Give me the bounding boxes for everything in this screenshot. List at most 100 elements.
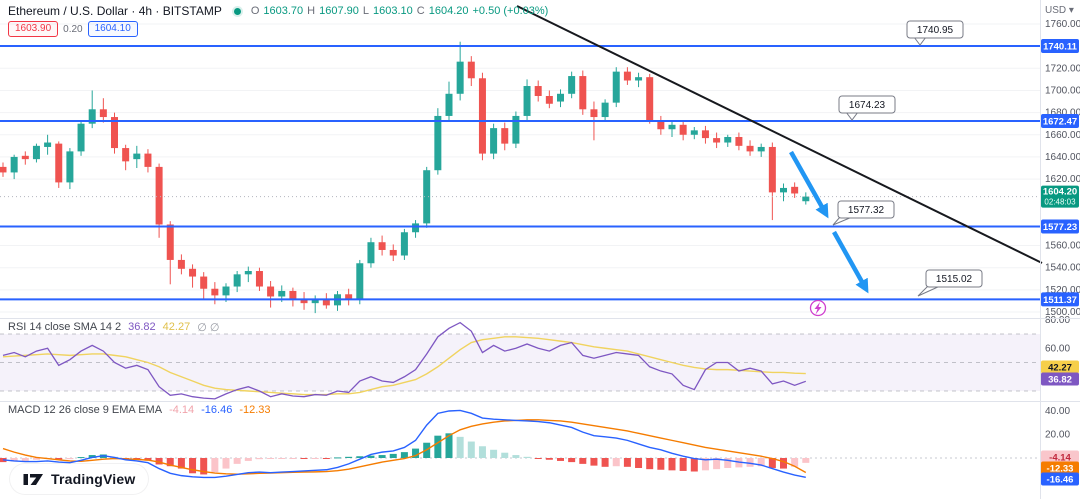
down-arrow-drawing[interactable] — [789, 150, 829, 219]
price-axis-label: 1720.00 — [1045, 63, 1080, 74]
candle — [724, 136, 732, 143]
macd-histogram-bar — [757, 458, 765, 467]
macd-histogram-bar — [300, 458, 308, 459]
macd-axis-label: 40.00 — [1045, 406, 1070, 417]
candle — [66, 151, 74, 183]
candle — [311, 298, 319, 304]
macd-histogram-bar — [200, 458, 208, 475]
close-label: C — [416, 5, 425, 17]
symbol-title[interactable]: Ethereum / U.S. Dollar · 4h · BITSTAMP — [8, 4, 222, 18]
rsi-sma-line — [2, 336, 806, 396]
tradingview-logo-text: TradingView — [51, 471, 136, 487]
macd-histogram-bar — [389, 453, 397, 458]
open-label: O — [250, 5, 260, 17]
macd-histogram-bar — [657, 458, 665, 470]
macd-histogram-bar — [412, 448, 420, 458]
candle — [255, 271, 263, 287]
candle — [367, 242, 375, 264]
candle — [579, 76, 587, 110]
candle — [21, 155, 29, 160]
rsi-legend[interactable]: RSI 14 close SMA 14 2 36.82 42.27 ∅ ∅ — [8, 321, 219, 334]
level-price-badge-label: 1511.37 — [1043, 295, 1077, 306]
candle — [523, 86, 531, 116]
price-callout-box[interactable] — [906, 20, 964, 39]
price-callout-box[interactable] — [838, 95, 896, 114]
macd-histogram-bar — [21, 458, 29, 461]
indicator-value-badge — [1041, 360, 1079, 374]
level-price-badge-label: 1577.23 — [1043, 222, 1077, 233]
macd-histogram-bar — [490, 449, 498, 458]
candle — [746, 145, 754, 152]
level-price-badge — [1041, 219, 1079, 234]
macd-histogram-bar — [434, 435, 442, 458]
price-axis-label: 1680.00 — [1045, 108, 1080, 119]
macd-histogram-bar — [322, 458, 330, 459]
rsi-legend-title: RSI 14 close SMA 14 2 — [8, 321, 122, 333]
down-arrow-drawing[interactable] — [832, 230, 869, 294]
price-axis-label: 1520.00 — [1045, 285, 1080, 296]
candle — [490, 128, 498, 154]
price-axis-label: 1640.00 — [1045, 152, 1080, 163]
candle — [99, 109, 107, 118]
macd-histogram-bar — [367, 455, 375, 458]
macd-histogram-bar — [267, 458, 275, 459]
indicator-value-badge — [1041, 450, 1079, 464]
macd-signal-line — [2, 419, 807, 475]
macd-histogram-bar — [244, 458, 252, 461]
candle — [389, 249, 397, 256]
candle — [322, 298, 330, 306]
candle — [44, 142, 52, 147]
candle — [423, 170, 431, 224]
candle — [534, 86, 542, 97]
price-axis-label: 1760.00 — [1045, 19, 1080, 30]
market-open-dot — [233, 7, 241, 15]
macd-histogram-bar — [378, 455, 386, 458]
candle — [791, 186, 799, 194]
descending-trendline[interactable] — [516, 5, 1043, 264]
rsi-line — [2, 321, 807, 400]
candle — [557, 93, 564, 102]
candle — [122, 148, 130, 162]
indicator-value-badge — [1041, 472, 1079, 486]
pane-divider-macd[interactable] — [0, 401, 1080, 402]
macd-legend[interactable]: MACD 12 26 close 9 EMA EMA -4.14 -16.46 … — [8, 404, 271, 416]
macd-histogram-bar — [612, 458, 620, 467]
sell-button[interactable]: 1603.90 — [8, 21, 59, 37]
candle — [657, 120, 665, 130]
symbol-header: Ethereum / U.S. Dollar · 4h · BITSTAMP O… — [8, 4, 548, 18]
tradingview-logo[interactable]: TradingView — [10, 464, 149, 494]
macd-line — [2, 409, 806, 479]
pane-divider-rsi[interactable] — [0, 318, 1080, 319]
candle — [434, 115, 442, 171]
indicator-value-badge — [1041, 461, 1079, 475]
price-callout-box[interactable] — [925, 269, 983, 288]
candle — [412, 223, 420, 233]
macd-line-value: -16.46 — [201, 404, 233, 416]
indicator-value-badge-label: -12.33 — [1047, 464, 1074, 475]
candle — [177, 259, 185, 269]
price-axis-label: 1560.00 — [1045, 241, 1080, 252]
price-callout-label: 1515.02 — [936, 274, 973, 285]
macd-histogram-bar — [211, 458, 219, 473]
indicator-value-badge-label: -4.14 — [1049, 453, 1071, 464]
macd-histogram-bar — [713, 458, 721, 470]
macd-histogram-bar — [289, 458, 297, 459]
chevron-down-icon: ▾ — [1068, 5, 1074, 16]
spread-value: 0.20 — [63, 23, 83, 35]
macd-histogram-bar — [400, 452, 408, 458]
macd-histogram-bar — [222, 458, 230, 469]
price-axis-border[interactable] — [1040, 0, 1041, 499]
macd-histogram-bar — [55, 458, 63, 460]
axis-currency-selector[interactable]: USD ▾ — [1045, 5, 1074, 16]
price-callout-box[interactable] — [837, 200, 895, 219]
buy-button[interactable]: 1604.10 — [87, 21, 138, 37]
macd-histogram-bar — [311, 458, 319, 459]
macd-histogram-bar — [88, 455, 96, 458]
candle — [735, 136, 743, 146]
candle — [690, 130, 698, 135]
last-price-badge — [1041, 185, 1079, 208]
macd-axis-label: 20.00 — [1045, 430, 1070, 441]
macd-histogram-bar — [590, 458, 598, 466]
macd-histogram-bar — [478, 446, 486, 458]
